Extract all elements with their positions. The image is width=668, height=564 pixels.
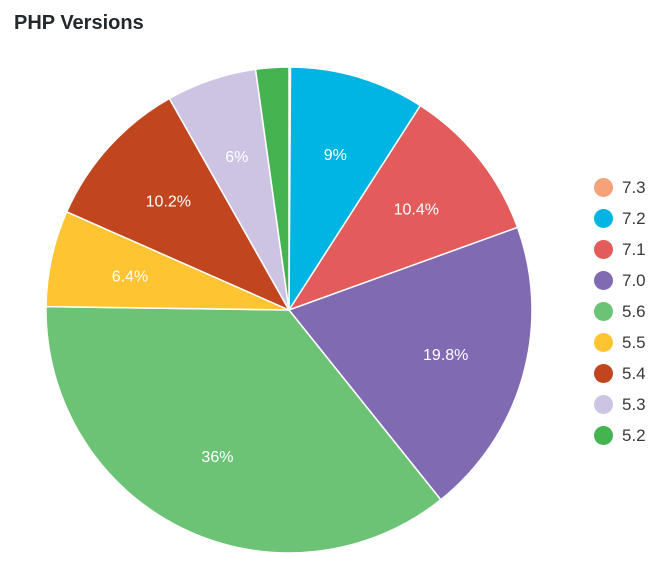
legend-swatch xyxy=(594,426,613,445)
legend-label: 5.3 xyxy=(622,394,646,414)
legend-swatch xyxy=(594,333,613,352)
pie-slice-5-2 xyxy=(254,66,290,311)
legend-swatch xyxy=(594,302,613,321)
chart-legend: 7.3 7.2 7.1 7.0 5.6 5.5 5.4 5.3 5.2 xyxy=(594,172,646,451)
slice-label-5-6: 36% xyxy=(201,449,233,466)
legend-label: 7.1 xyxy=(622,239,646,259)
slice-label-7-0: 19.8% xyxy=(423,347,468,364)
legend-label: 5.2 xyxy=(622,425,646,445)
legend-swatch xyxy=(594,240,613,259)
pie-slice-5-4 xyxy=(65,97,291,312)
legend-label: 5.6 xyxy=(622,301,646,321)
chart-title: PHP Versions xyxy=(14,12,144,34)
legend-swatch xyxy=(594,178,613,197)
legend-label: 7.3 xyxy=(622,177,646,197)
legend-item-5-2: 5.2 xyxy=(594,420,646,451)
legend-swatch xyxy=(594,209,613,228)
legend-label: 7.2 xyxy=(622,208,646,228)
legend-item-5-6: 5.6 xyxy=(594,296,646,327)
pie-slice-7-2 xyxy=(288,66,422,313)
legend-label: 5.5 xyxy=(622,332,646,352)
legend-swatch xyxy=(594,364,613,383)
legend-item-7-0: 7.0 xyxy=(594,265,646,296)
slice-label-5-5: 6.4% xyxy=(112,268,148,285)
legend-item-5-4: 5.4 xyxy=(594,358,646,389)
pie-slice-5-6 xyxy=(45,305,442,554)
pie-slice-7-1 xyxy=(287,104,519,312)
legend-swatch xyxy=(594,271,613,290)
pie-slice-7-0 xyxy=(287,226,533,501)
legend-item-7-3: 7.3 xyxy=(594,172,646,203)
legend-item-5-5: 5.5 xyxy=(594,327,646,358)
legend-item-7-2: 7.2 xyxy=(594,203,646,234)
slice-label-7-1: 10.4% xyxy=(394,201,439,218)
slice-label-7-2: 9% xyxy=(324,147,347,164)
legend-swatch xyxy=(594,395,613,414)
legend-label: 7.0 xyxy=(622,270,646,290)
legend-label: 5.4 xyxy=(622,363,646,383)
slice-label-5-3: 6% xyxy=(225,149,248,166)
legend-item-5-3: 5.3 xyxy=(594,389,646,420)
slice-label-5-4: 10.2% xyxy=(146,194,191,211)
legend-item-7-1: 7.1 xyxy=(594,234,646,265)
